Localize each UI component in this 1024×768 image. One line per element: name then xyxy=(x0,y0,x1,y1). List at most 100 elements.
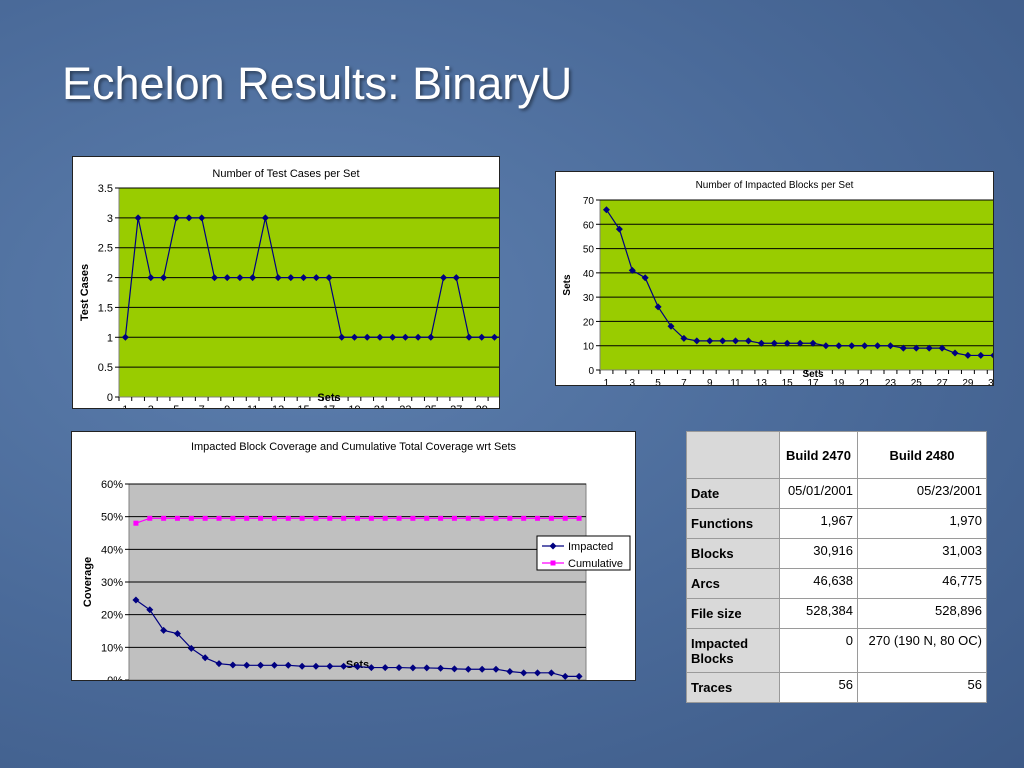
data-point xyxy=(363,333,371,341)
data-point xyxy=(121,333,129,341)
cell-functions-2470: 1,967 xyxy=(778,508,859,539)
data-point xyxy=(451,515,457,521)
data-point xyxy=(628,266,636,274)
data-point xyxy=(450,665,458,673)
test-cases-chart: Number of Test Cases per Set 0 0.5 1 1.5 2 2.5… xyxy=(72,156,500,409)
data-point xyxy=(693,337,701,345)
data-point xyxy=(134,214,142,222)
y-axis-label: Test Cases xyxy=(79,264,91,321)
data-point xyxy=(562,515,568,521)
data-point xyxy=(478,665,486,673)
table-row: Date 05/01/2001 05/23/2001 xyxy=(686,478,987,509)
data-point xyxy=(437,664,445,672)
data-point xyxy=(133,520,139,526)
data-point xyxy=(325,274,333,282)
data-point xyxy=(389,333,397,341)
data-point xyxy=(465,515,471,521)
data-point xyxy=(548,515,554,521)
row-label-file-size: File size xyxy=(686,598,780,629)
x-tick-label: 29 xyxy=(962,378,974,385)
data-point xyxy=(376,333,384,341)
data-point xyxy=(424,515,430,521)
y-axis-label: Coverage xyxy=(82,557,94,607)
data-point xyxy=(274,274,282,282)
data-point xyxy=(465,333,473,341)
row-label-traces: Traces xyxy=(686,672,780,703)
coverage-chart: Impacted Block Coverage and Cumulative T… xyxy=(71,431,636,681)
table-row: Blocks 30,916 31,003 xyxy=(686,538,987,569)
data-point xyxy=(478,333,486,341)
data-point xyxy=(744,337,752,345)
data-point xyxy=(521,515,527,521)
data-point xyxy=(990,352,993,359)
data-point xyxy=(223,274,231,282)
x-tick-label: 23 xyxy=(399,404,411,408)
data-point xyxy=(874,342,882,350)
y-tick-label: 50 xyxy=(583,245,595,256)
data-point xyxy=(719,337,727,345)
data-point xyxy=(132,596,140,604)
data-point xyxy=(355,515,360,521)
data-point xyxy=(312,662,320,670)
y-tick-label: 1.5 xyxy=(98,302,113,314)
data-point xyxy=(326,662,334,670)
data-point xyxy=(147,515,153,521)
y-tick-label: 20 xyxy=(583,317,595,328)
legend-entry-cumulative: Cumulative xyxy=(568,558,623,570)
data-point xyxy=(848,342,856,350)
data-point xyxy=(261,214,269,222)
x-tick-label: 21 xyxy=(859,378,871,385)
x-tick-label: 27 xyxy=(937,378,949,385)
data-point xyxy=(367,664,375,672)
data-point xyxy=(271,515,277,521)
x-tick-label: 13 xyxy=(272,404,284,408)
data-point xyxy=(243,661,251,669)
data-point xyxy=(506,668,514,676)
x-axis-label: Sets xyxy=(802,369,824,380)
data-point xyxy=(236,274,244,282)
data-point xyxy=(210,274,218,282)
cell-arcs-2470: 46,638 xyxy=(778,568,859,599)
table-corner-cell xyxy=(686,431,780,479)
data-point xyxy=(641,274,649,282)
data-point xyxy=(187,644,195,652)
data-point xyxy=(492,665,500,673)
x-tick-label: 1 xyxy=(122,404,128,408)
data-point xyxy=(284,661,292,669)
y-tick-label: 0% xyxy=(107,675,123,680)
x-tick-label: 11 xyxy=(247,404,258,408)
y-axis-label: Sets xyxy=(562,274,573,296)
plot-area xyxy=(599,199,993,371)
chart-title: Number of Test Cases per Set xyxy=(212,168,359,180)
data-point xyxy=(160,274,168,282)
cell-impacted-blocks-2480: 270 (190 N, 80 OC) xyxy=(857,628,987,673)
x-tick-label: 9 xyxy=(707,378,713,385)
table-row: Functions 1,967 1,970 xyxy=(686,508,987,539)
data-point xyxy=(160,626,168,634)
data-point xyxy=(925,344,933,352)
data-point xyxy=(452,274,460,282)
data-point xyxy=(507,515,513,521)
data-point xyxy=(667,322,675,330)
row-label-functions: Functions xyxy=(686,508,780,539)
legend-entry-impacted: Impacted xyxy=(568,541,613,553)
data-point xyxy=(409,664,417,672)
data-point xyxy=(270,661,278,669)
data-point xyxy=(312,274,320,282)
cell-date-2470: 05/01/2001 xyxy=(778,478,859,509)
x-tick-label: 23 xyxy=(885,378,897,385)
data-point xyxy=(285,515,291,521)
x-tick-label: 25 xyxy=(911,378,923,385)
chart-title: Impacted Block Coverage and Cumulative T… xyxy=(191,441,517,453)
plot-area xyxy=(118,187,499,398)
y-tick-label: 0 xyxy=(107,392,113,404)
data-point xyxy=(185,214,193,222)
data-point xyxy=(395,664,403,672)
x-tick-label: 9 xyxy=(224,404,230,408)
data-point xyxy=(340,662,348,670)
data-point xyxy=(244,515,250,521)
y-tick-label: 40% xyxy=(101,544,123,556)
data-point xyxy=(327,515,333,521)
data-point xyxy=(438,515,444,521)
data-point xyxy=(258,515,264,521)
